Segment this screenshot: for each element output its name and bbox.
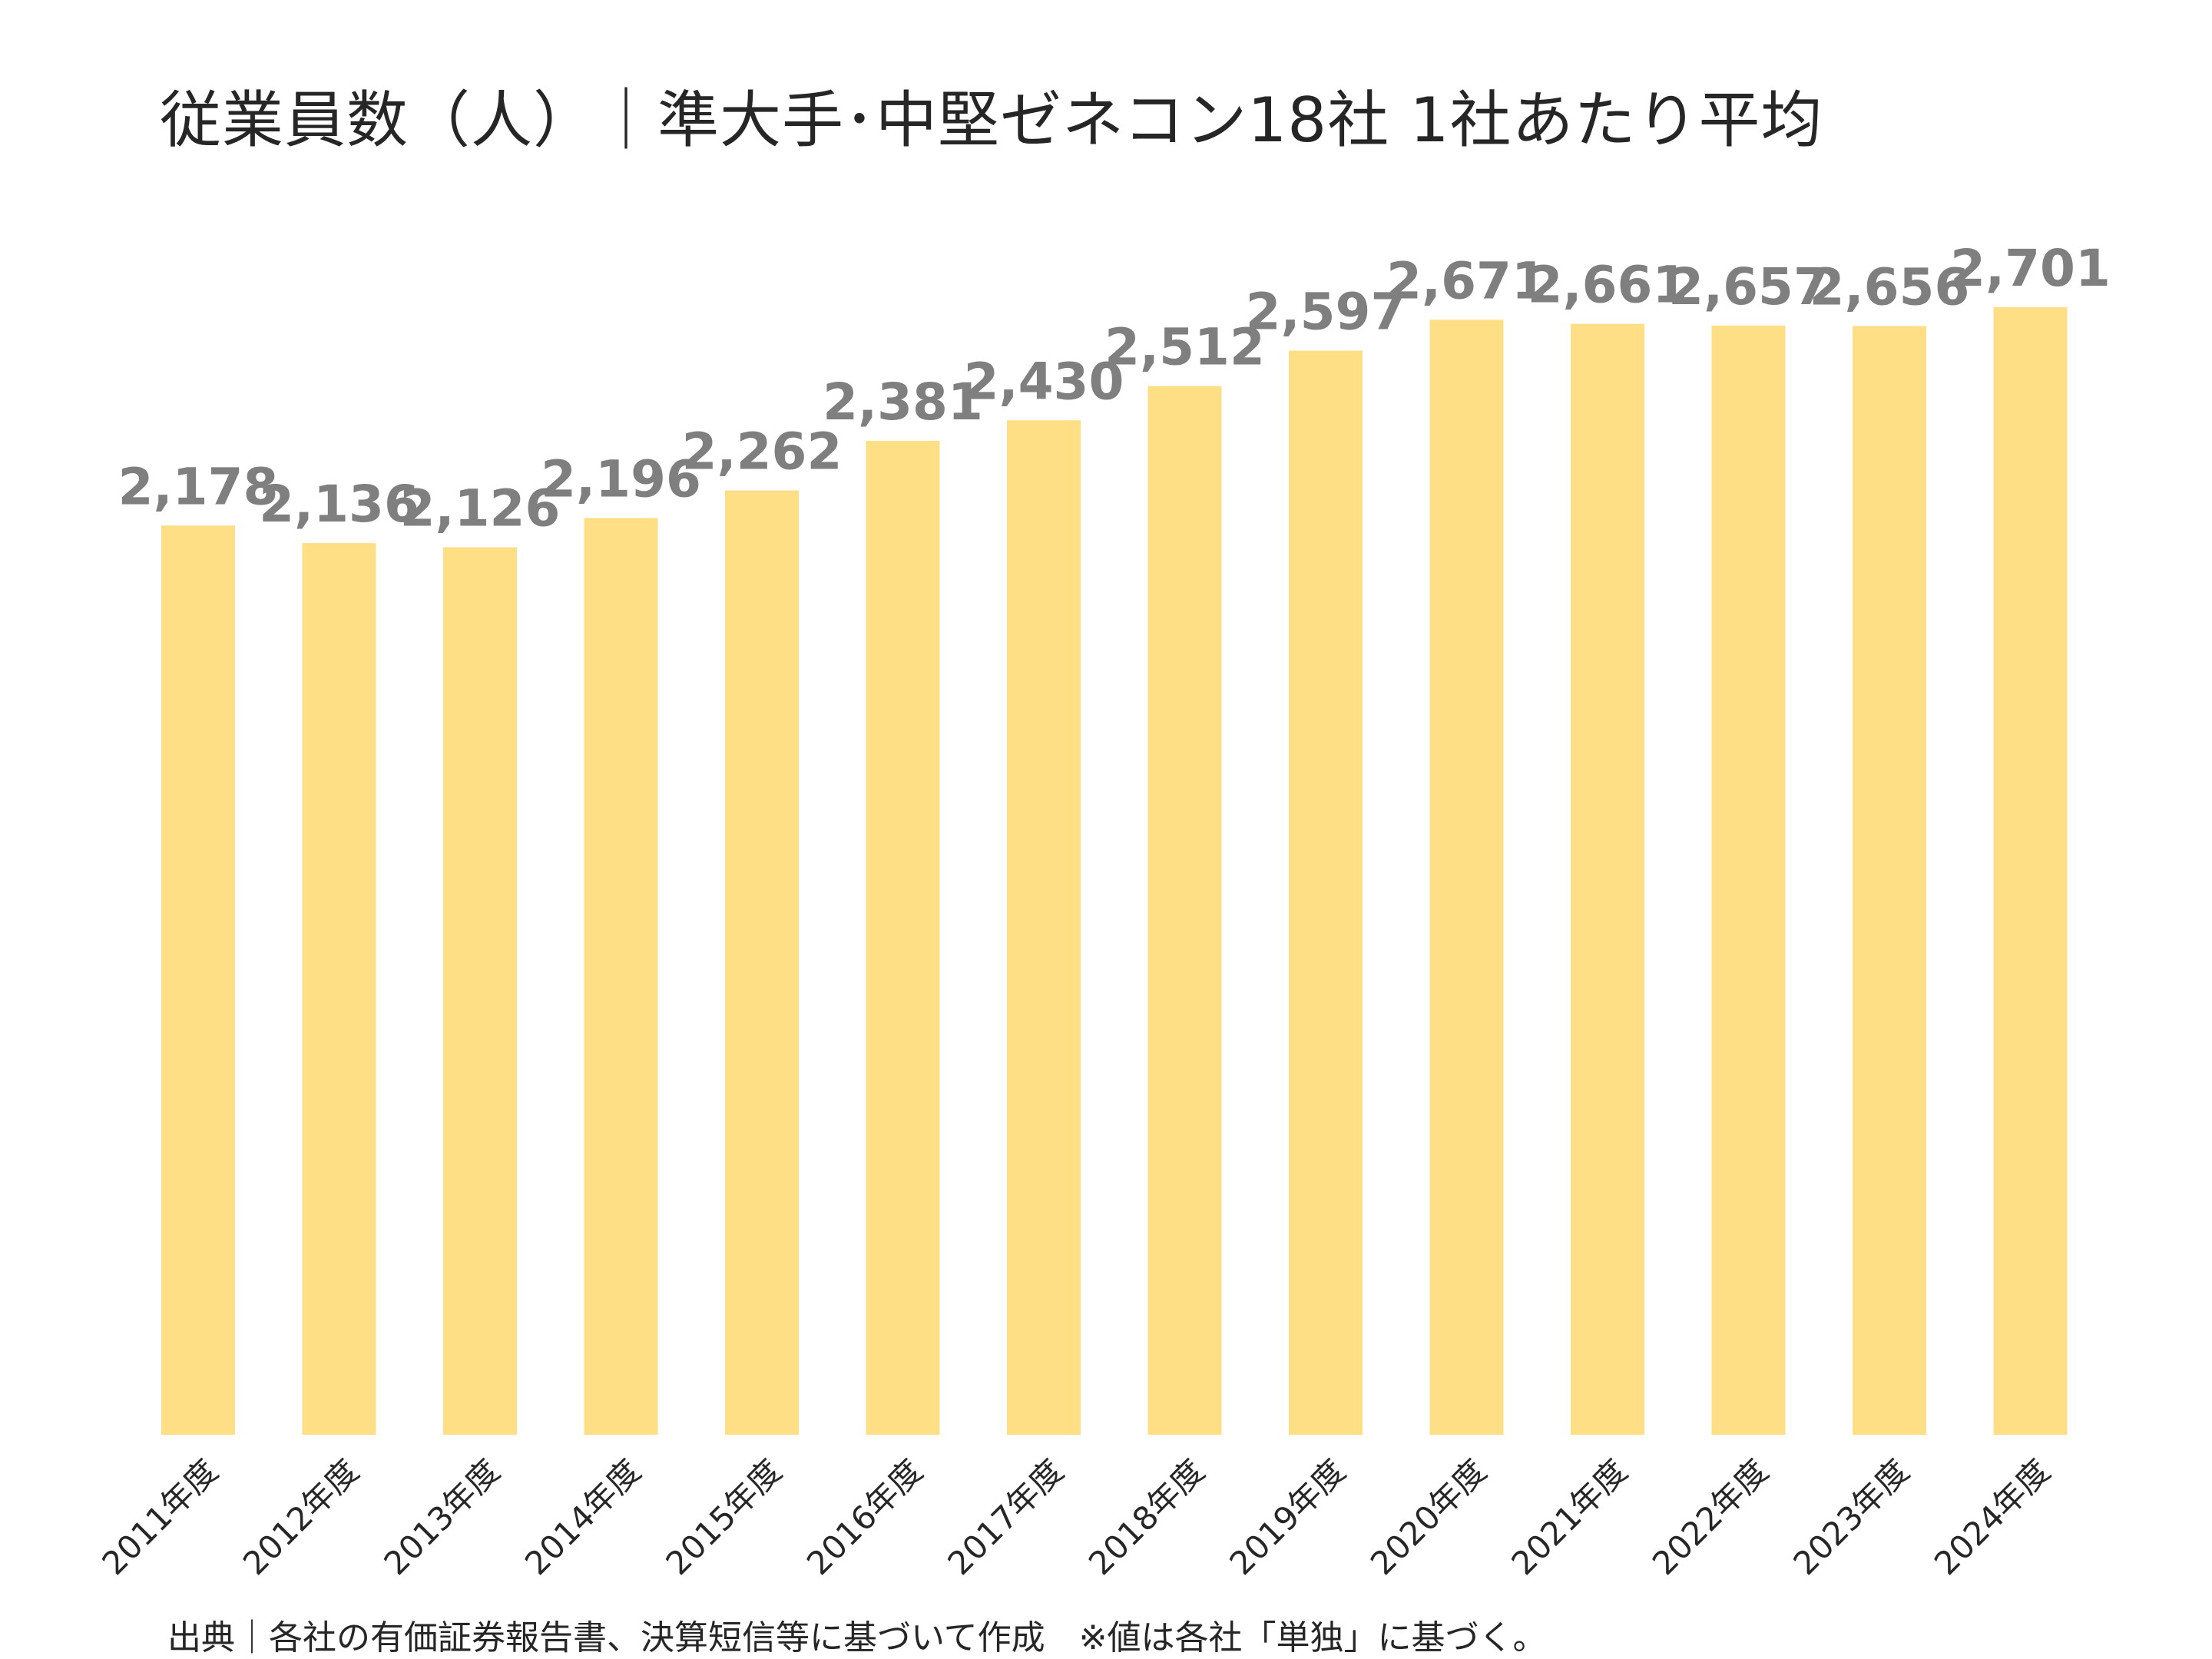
- bar-2017年度: [1007, 420, 1081, 1435]
- x-tick-label: 2019年度: [1222, 1452, 1353, 1582]
- x-tick-label: 2014年度: [518, 1452, 648, 1582]
- value-label: 2,126: [400, 479, 561, 538]
- value-label: 2,381: [823, 373, 983, 432]
- value-label: 2,430: [964, 352, 1124, 411]
- x-tick-label: 2023年度: [1786, 1452, 1916, 1582]
- value-label: 2,512: [1104, 318, 1265, 377]
- bar-2014年度: [584, 518, 658, 1435]
- value-label: 2,657: [1668, 257, 1829, 316]
- x-tick-label: 2024年度: [1927, 1452, 2058, 1582]
- x-tick-label: 2013年度: [376, 1452, 507, 1582]
- bar-2012年度: [302, 543, 376, 1435]
- x-tick-label: 2016年度: [800, 1452, 930, 1582]
- chart-title: 従業員数（人）｜準大手･中堅ゼネコン18社 1社あたり平均: [160, 84, 1823, 156]
- bar-2015年度: [725, 490, 799, 1435]
- bar-2016年度: [866, 440, 940, 1435]
- value-label: 2,597: [1246, 283, 1406, 342]
- value-label: 2,671: [1386, 251, 1547, 310]
- x-tick-label: 2011年度: [94, 1452, 225, 1582]
- bar-2019年度: [1289, 350, 1363, 1435]
- value-label: 2,661: [1528, 256, 1688, 315]
- bar-2023年度: [1853, 326, 1926, 1435]
- x-tick-label: 2015年度: [658, 1452, 789, 1582]
- x-tick-label: 2020年度: [1363, 1452, 1494, 1582]
- x-tick-label: 2017年度: [940, 1452, 1071, 1582]
- x-tick-label: 2018年度: [1081, 1452, 1212, 1582]
- x-tick-label: 2021年度: [1504, 1452, 1634, 1582]
- value-label: 2,178: [118, 457, 279, 516]
- value-label: 2,196: [541, 450, 701, 509]
- bar-2024年度: [1993, 307, 2068, 1435]
- bar-2018年度: [1147, 386, 1222, 1435]
- x-tick-label-group: 2011年度 2012年度 2013年度 2014年度 2015年度 2016年度 2017…: [94, 1452, 2057, 1582]
- value-label: 2,136: [259, 475, 419, 534]
- bar-2020年度: [1429, 320, 1504, 1435]
- x-tick-label: 2022年度: [1645, 1452, 1776, 1582]
- bar-2013年度: [443, 547, 517, 1435]
- value-label: 2,656: [1810, 258, 1970, 317]
- bar-2011年度: [161, 525, 235, 1435]
- bar-2021年度: [1571, 323, 1644, 1435]
- bar-2022年度: [1711, 325, 1786, 1435]
- value-label: 2,262: [682, 422, 843, 482]
- bar-group: [161, 307, 2068, 1435]
- value-label: 2,701: [1950, 239, 2111, 298]
- x-tick-label: 2012年度: [236, 1452, 366, 1582]
- value-label-group: 2,1782,1362,1262,1962,2622,3812,4302,512…: [118, 239, 2111, 538]
- source-note: 出典｜各社の有価証券報告書、決算短信等に基づいて作成 ※値は各社「単独」に基づく…: [167, 1618, 1547, 1657]
